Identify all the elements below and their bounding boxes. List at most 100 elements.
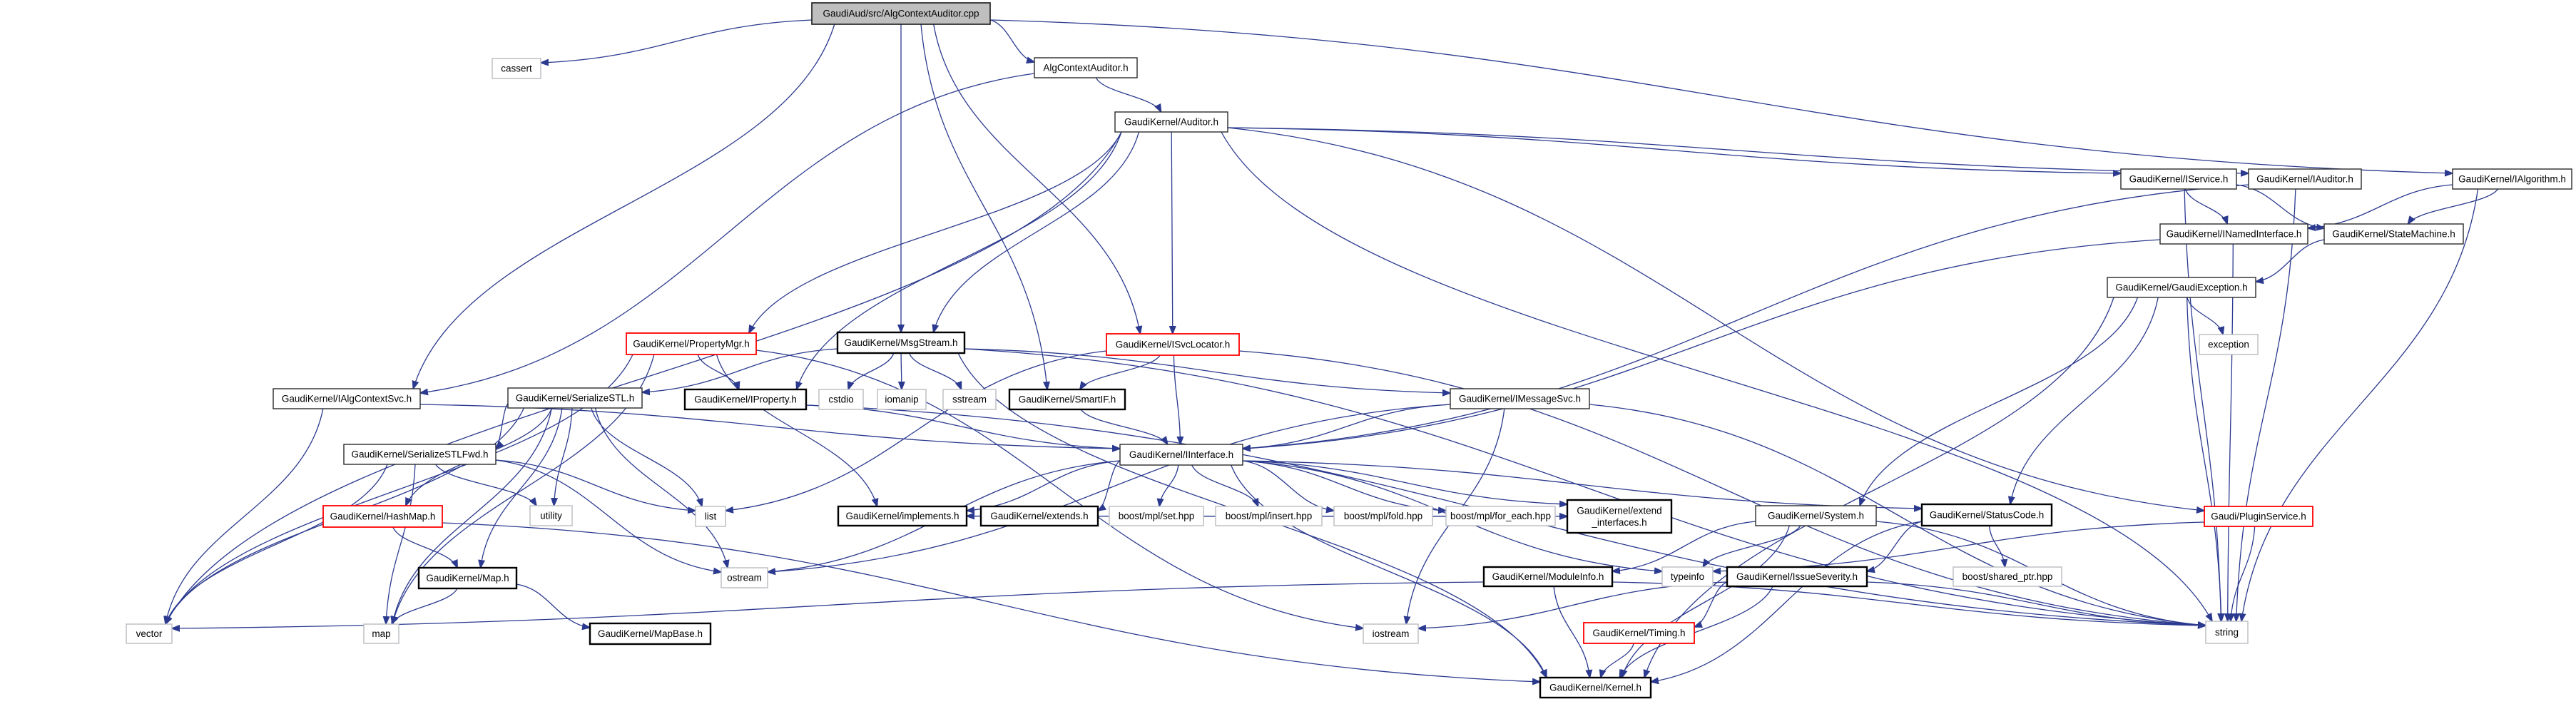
include-edge-system-kernel bbox=[1620, 525, 1791, 679]
include-edge-isvclocator-string bbox=[1238, 350, 2207, 629]
include-edge-serializestl-list bbox=[591, 407, 703, 508]
include-edge-auditor-msgstream bbox=[932, 131, 1140, 334]
graph-node-mapheader[interactable]: GaudiKernel/Map.h bbox=[417, 566, 518, 590]
node-label-inamedinterface: GaudiKernel/INamedInterface.h bbox=[2167, 229, 2302, 240]
include-edge-propertymgr-iproperty bbox=[697, 354, 740, 391]
node-box-mplforeach bbox=[1445, 506, 1556, 526]
graph-node-ostream[interactable]: ostream bbox=[721, 567, 768, 588]
include-edge-system-typeinfo bbox=[1702, 525, 1801, 568]
graph-node-cstdio[interactable]: cstdio bbox=[818, 389, 864, 410]
node-label-mplfold: boost/mpl/fold.hpp bbox=[1344, 511, 1422, 521]
node-label-isvclocator: GaudiKernel/ISvcLocator.h bbox=[1116, 340, 1231, 350]
include-edge-isvclocator-smartif bbox=[1079, 354, 1161, 391]
graph-node-extends[interactable]: GaudiKernel/extends.h bbox=[979, 505, 1099, 527]
graph-node-imessagesvc[interactable]: GaudiKernel/IMessageSvc.h bbox=[1450, 388, 1590, 409]
node-box-msgstream bbox=[836, 331, 966, 354]
include-edge-statuscode-issueseverity bbox=[1865, 521, 1923, 573]
graph-node-string[interactable]: string bbox=[2205, 621, 2249, 644]
graph-node-vector[interactable]: vector bbox=[126, 623, 173, 644]
node-box-exception bbox=[2199, 334, 2259, 355]
graph-node-mplset[interactable]: boost/mpl/set.hpp bbox=[1109, 506, 1204, 526]
include-edge-ialgorithm-statemachine bbox=[2407, 188, 2499, 225]
graph-node-iinterface[interactable]: GaudiKernel/IInterface.h bbox=[1119, 444, 1243, 466]
graph-node-exception[interactable]: exception bbox=[2199, 334, 2259, 355]
graph-node-propertymgr[interactable]: GaudiKernel/PropertyMgr.h bbox=[626, 332, 757, 355]
node-label-ostream: ostream bbox=[727, 573, 762, 583]
graph-node-utility[interactable]: utility bbox=[529, 505, 573, 526]
include-edge-hashmap-mapheader bbox=[392, 526, 458, 569]
node-box-cpp bbox=[811, 2, 991, 25]
node-box-map bbox=[363, 623, 399, 644]
graph-node-sharedptr[interactable]: boost/shared_ptr.hpp bbox=[1953, 566, 2062, 587]
graph-node-hashmap[interactable]: GaudiKernel/HashMap.h bbox=[322, 505, 443, 528]
include-edge-serializestl-map bbox=[390, 407, 553, 626]
include-edge-iauditor-string bbox=[2233, 188, 2296, 623]
graph-node-cpp[interactable]: GaudiAud/src/AlgContextAuditor.cpp bbox=[811, 2, 991, 25]
node-box-propertymgr bbox=[626, 332, 757, 355]
graph-node-timing[interactable]: GaudiKernel/Timing.h bbox=[1583, 622, 1695, 644]
graph-node-typeinfo[interactable]: typeinfo bbox=[1661, 566, 1714, 587]
node-label-propertymgr: GaudiKernel/PropertyMgr.h bbox=[633, 339, 750, 350]
include-edge-serializestl-serializestlfwd bbox=[494, 403, 509, 450]
graph-node-msgstream[interactable]: GaudiKernel/MsgStream.h bbox=[836, 331, 966, 354]
graph-node-iauditor[interactable]: GaudiKernel/IAuditor.h bbox=[2248, 168, 2362, 190]
include-edge-iinterface-mplinsert bbox=[1191, 464, 1259, 508]
node-label-extends: GaudiKernel/extends.h bbox=[990, 511, 1088, 521]
graph-node-system[interactable]: GaudiKernel/System.h bbox=[1755, 505, 1877, 526]
graph-node-extendinterfaces[interactable]: GaudiKernel/extend _interfaces.h bbox=[1566, 499, 1673, 534]
include-edge-gaudiexception-statuscode bbox=[2007, 297, 2159, 506]
include-edge-iservice-string bbox=[2184, 188, 2225, 623]
include-edge-cpp-algctxh bbox=[989, 19, 1036, 64]
node-box-extends bbox=[979, 505, 1099, 527]
graph-node-auditor[interactable]: GaudiKernel/Auditor.h bbox=[1114, 111, 1228, 133]
include-edge-gaudiexception-exception bbox=[2186, 297, 2225, 336]
graph-node-serializestlfwd[interactable]: GaudiKernel/SerializeSTLFwd.h bbox=[343, 444, 497, 465]
node-box-iinterface bbox=[1119, 444, 1243, 466]
graph-node-smartif[interactable]: GaudiKernel/SmartIF.h bbox=[1008, 388, 1126, 411]
node-box-smartif bbox=[1008, 388, 1126, 411]
graph-node-mplfold[interactable]: boost/mpl/fold.hpp bbox=[1333, 506, 1433, 526]
graph-node-iservice[interactable]: GaudiKernel/IService.h bbox=[2120, 168, 2237, 190]
include-edge-imessagesvc-iinterface bbox=[1241, 404, 1451, 452]
graph-node-algctxh[interactable]: AlgContextAuditor.h bbox=[1034, 57, 1138, 78]
node-box-utility bbox=[529, 505, 573, 526]
graph-node-ialgcontextsvc[interactable]: GaudiKernel/IAlgContextSvc.h bbox=[273, 388, 421, 409]
graph-node-map[interactable]: map bbox=[363, 623, 399, 644]
node-box-algctxh bbox=[1034, 57, 1138, 78]
node-label-imessagesvc: GaudiKernel/IMessageSvc.h bbox=[1459, 394, 1581, 404]
graph-node-statemachine[interactable]: GaudiKernel/StateMachine.h bbox=[2323, 223, 2464, 245]
graph-node-sstream[interactable]: sstream bbox=[942, 389, 997, 410]
graph-node-iproperty[interactable]: GaudiKernel/IProperty.h bbox=[683, 388, 808, 411]
graph-node-gaudiexception[interactable]: GaudiKernel/GaudiException.h bbox=[2107, 277, 2256, 298]
node-box-mplinsert bbox=[1215, 506, 1323, 526]
graph-node-serializestl[interactable]: GaudiKernel/SerializeSTL.h bbox=[507, 387, 643, 409]
node-layer: GaudiAud/src/AlgContextAuditor.cpp casser… bbox=[126, 2, 2572, 699]
include-edge-imessagesvc-string bbox=[1589, 404, 2207, 628]
node-box-statuscode bbox=[1920, 503, 2053, 527]
graph-node-iostream[interactable]: iostream bbox=[1363, 623, 1419, 644]
include-edge-propertymgr-implements bbox=[716, 354, 879, 508]
graph-node-isvclocator[interactable]: GaudiKernel/ISvcLocator.h bbox=[1106, 333, 1240, 356]
graph-node-inamedinterface[interactable]: GaudiKernel/INamedInterface.h bbox=[2159, 223, 2308, 245]
graph-node-moduleinfo[interactable]: GaudiKernel/ModuleInfo.h bbox=[1482, 566, 1614, 588]
graph-node-statuscode[interactable]: GaudiKernel/StatusCode.h bbox=[1920, 503, 2053, 527]
include-edge-auditor-iauditor bbox=[1227, 127, 2250, 177]
include-edge-iinterface-extends bbox=[1096, 460, 1121, 512]
graph-node-cassert[interactable]: cassert bbox=[492, 58, 541, 79]
graph-node-mapbase[interactable]: GaudiKernel/MapBase.h bbox=[589, 622, 712, 646]
node-box-moduleinfo bbox=[1482, 566, 1614, 588]
graph-node-kernel[interactable]: GaudiKernel/Kernel.h bbox=[1539, 676, 1652, 699]
graph-node-ialgorithm[interactable]: GaudiKernel/IAlgorithm.h bbox=[2452, 168, 2572, 190]
node-label-string: string bbox=[2215, 627, 2239, 638]
graph-node-list[interactable]: list bbox=[695, 506, 726, 527]
graph-node-mplinsert[interactable]: boost/mpl/insert.hpp bbox=[1215, 506, 1323, 526]
graph-node-iomanip[interactable]: iomanip bbox=[877, 389, 927, 410]
node-label-ialgcontextsvc: GaudiKernel/IAlgContextSvc.h bbox=[282, 394, 412, 404]
graph-node-implements[interactable]: GaudiKernel/implements.h bbox=[837, 505, 968, 527]
graph-node-pluginservice[interactable]: Gaudi/PluginService.h bbox=[2204, 506, 2313, 527]
edge-layer bbox=[163, 19, 2499, 685]
graph-node-mplforeach[interactable]: boost/mpl/for_each.hpp bbox=[1445, 506, 1556, 526]
include-edge-gaudiexception-string bbox=[2186, 297, 2225, 623]
include-edge-isvclocator-list bbox=[724, 350, 1107, 514]
graph-node-issueseverity[interactable]: GaudiKernel/IssueSeverity.h bbox=[1726, 566, 1868, 588]
